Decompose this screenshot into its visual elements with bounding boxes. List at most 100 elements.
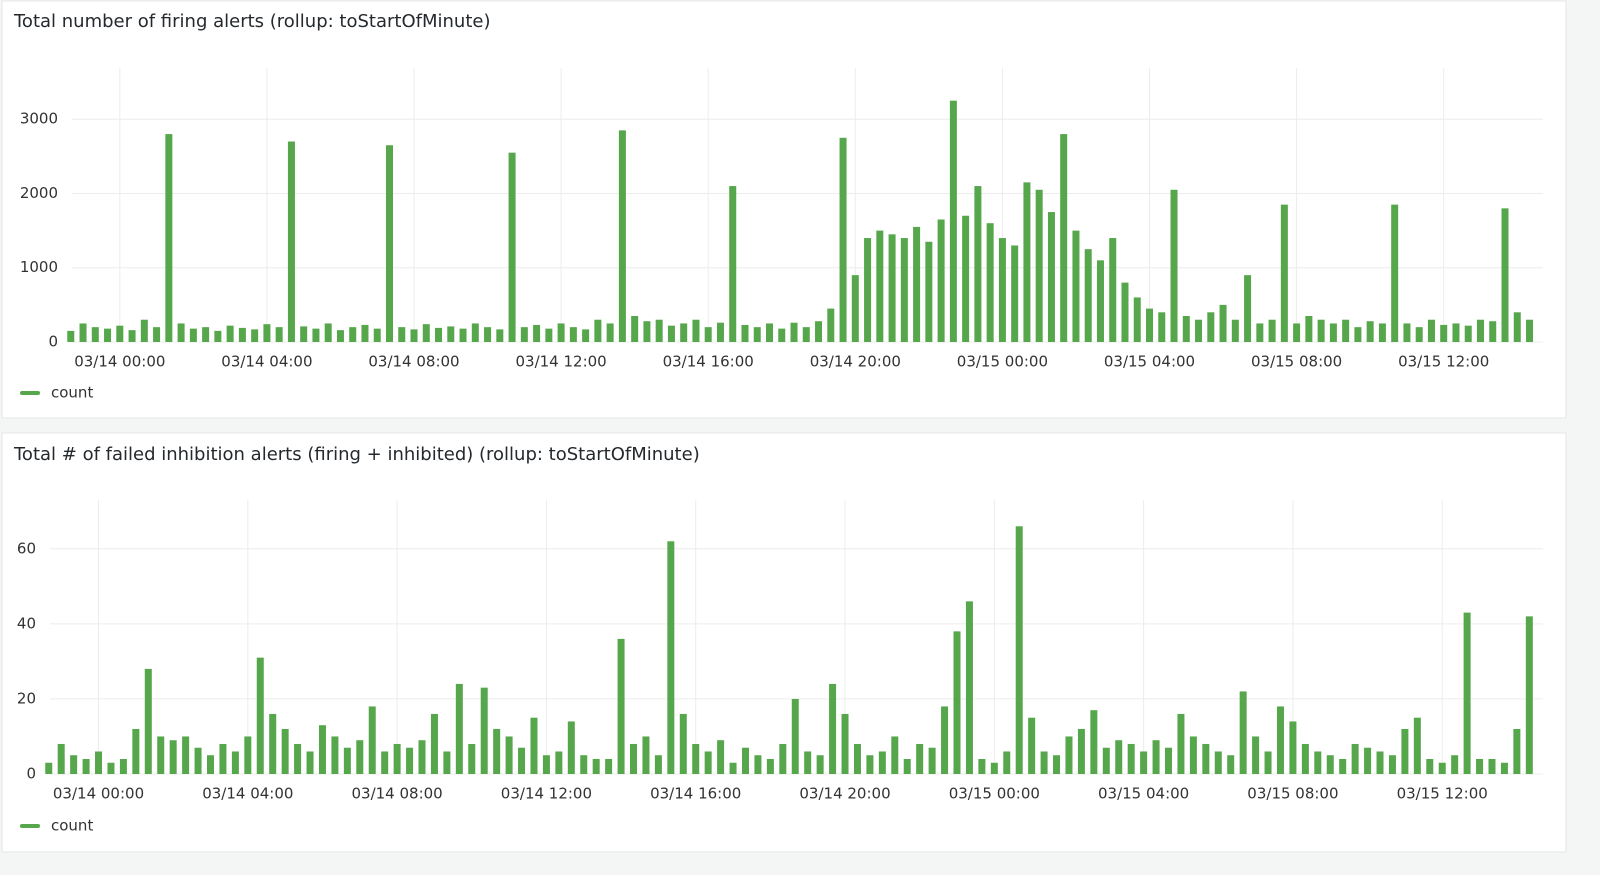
bar (1096, 260, 1104, 342)
bar (1195, 319, 1203, 342)
bar (368, 706, 376, 774)
bar (1489, 321, 1497, 342)
bar (1526, 319, 1534, 342)
bar (1072, 230, 1080, 342)
bar (606, 323, 614, 342)
bar (839, 137, 847, 342)
bar (937, 219, 945, 342)
bar (1378, 323, 1386, 342)
bar (343, 747, 351, 774)
bar (455, 683, 463, 774)
bar (1084, 249, 1092, 342)
bar (1413, 717, 1421, 774)
bar (1170, 189, 1178, 342)
bar (816, 755, 824, 774)
bar (496, 329, 504, 342)
bar (1476, 319, 1484, 342)
bar (263, 324, 271, 342)
y-tick-label: 2000 (20, 184, 58, 202)
bar (533, 324, 541, 342)
bar (1326, 755, 1334, 774)
bar (990, 762, 998, 774)
bar (978, 758, 986, 774)
bar (1329, 323, 1337, 342)
x-tick-label: 03/15 04:00 (1098, 785, 1189, 803)
bar (1182, 316, 1190, 342)
bar (119, 758, 127, 774)
bar (925, 241, 933, 342)
bar (1090, 710, 1098, 774)
x-tick-label: 03/14 08:00 (368, 353, 459, 371)
bar (471, 323, 479, 342)
bar (1440, 324, 1448, 342)
bar (1115, 740, 1123, 774)
bar (716, 322, 724, 342)
bar (928, 747, 936, 774)
bar (965, 601, 973, 774)
bar (331, 736, 339, 774)
x-tick-label: 03/15 04:00 (1104, 353, 1195, 371)
bar (617, 638, 625, 774)
bar (91, 327, 99, 342)
bar (779, 743, 787, 774)
bar (642, 736, 650, 774)
x-tick-label: 03/14 16:00 (663, 353, 754, 371)
bar (802, 327, 810, 342)
bar (140, 319, 148, 342)
bar (95, 751, 103, 774)
bar (269, 713, 277, 774)
bar (1244, 275, 1252, 342)
bar (251, 329, 259, 342)
bar (679, 713, 687, 774)
bar (888, 234, 896, 342)
bar (729, 762, 737, 774)
bar (878, 751, 886, 774)
bar (70, 755, 78, 774)
bar (194, 747, 202, 774)
bar (182, 736, 190, 774)
bar (1177, 713, 1185, 774)
bar (569, 327, 577, 342)
bar (829, 683, 837, 774)
bar (1158, 312, 1166, 342)
bar (594, 319, 602, 342)
bar (704, 751, 712, 774)
bar (667, 325, 675, 342)
x-tick-label: 03/14 04:00 (221, 353, 312, 371)
bar (430, 713, 438, 774)
bar (827, 308, 835, 342)
bar (256, 657, 264, 774)
bar (312, 328, 320, 342)
bar (1140, 751, 1148, 774)
x-tick-label: 03/14 16:00 (650, 785, 741, 803)
bar (680, 323, 688, 342)
bar (1293, 323, 1301, 342)
y-tick-label: 60 (17, 539, 36, 557)
bar (373, 328, 381, 342)
bar (294, 743, 302, 774)
bar (318, 725, 326, 774)
bar (177, 323, 185, 342)
panel-title: Total number of firing alerts (rollup: t… (13, 11, 490, 32)
bar (1488, 758, 1496, 774)
bar (717, 740, 725, 774)
bar (324, 323, 332, 342)
x-tick-label: 03/14 00:00 (74, 353, 165, 371)
bar (275, 327, 283, 342)
bar (580, 755, 588, 774)
bar (913, 226, 921, 342)
bar (765, 323, 773, 342)
bar (1403, 323, 1411, 342)
bar (1276, 706, 1284, 774)
bar (643, 321, 651, 342)
bar (667, 541, 675, 774)
bar (505, 736, 513, 774)
bar (214, 330, 222, 342)
bar (1314, 751, 1322, 774)
bar (1426, 758, 1434, 774)
bar (815, 321, 823, 342)
bar (157, 736, 165, 774)
legend-label: count (51, 384, 93, 402)
bar (244, 736, 252, 774)
bar (356, 740, 364, 774)
